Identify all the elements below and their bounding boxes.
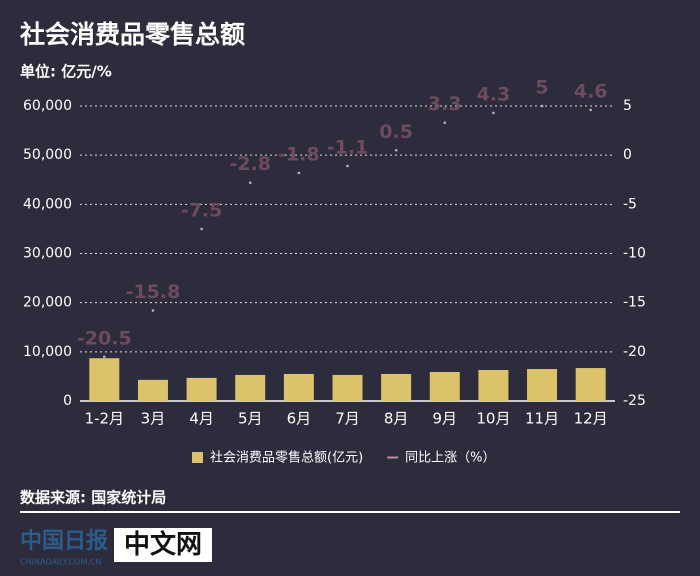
legend-label: 社会消费品零售总额(亿元) [210,450,363,466]
bar [381,373,412,401]
x-tick-label: 12月 [574,410,608,428]
x-tick-label: 4月 [189,410,214,428]
line-point [492,111,495,115]
y2-tick-label: 5 [623,98,632,114]
bar [235,374,266,401]
bar [137,379,168,401]
bar [429,371,460,401]
logo-brand: 中文网 [124,529,202,560]
bar [89,358,120,401]
line-point [443,121,447,125]
x-tick-label: 6月 [287,410,312,428]
x-tick-label: 7月 [335,410,360,428]
line-point [394,148,398,152]
data-label: -2.8 [229,153,271,175]
subtitle: 单位: 亿元/% [20,63,112,81]
x-tick-label: 11月 [525,410,559,428]
data-label: 4.6 [574,80,608,102]
y2-tick-label: -15 [623,295,646,311]
data-label: 3.3 [428,93,462,115]
line-point [103,355,106,359]
line-point [346,164,349,168]
line-point [540,104,544,108]
y2-tick-label: -5 [623,196,637,212]
data-label: -7.5 [181,199,223,221]
line-point [200,227,203,231]
y-tick-label: 50,000 [23,147,72,163]
bar [332,374,363,401]
y2-tick-label: 0 [623,147,632,163]
y-tick-label: 30,000 [23,246,72,262]
data-label: -1.8 [278,143,320,165]
bar [575,368,606,401]
data-label: -20.5 [77,327,132,349]
chart-title: 社会消费品零售总额 [20,20,245,49]
y2-tick-label: -10 [623,246,646,262]
line-point [297,171,301,175]
y-tick-label: 0 [63,393,72,409]
x-tick-label: 8月 [384,410,409,428]
x-tick-label: 10月 [476,410,510,428]
logo-en: CHINADAILY.COM.CN [20,558,101,567]
bar [283,373,314,401]
bar [527,369,558,401]
x-tick-label: 1-2月 [85,410,125,428]
legend-label: 同比上涨（%） [405,451,495,466]
data-label: 5 [535,77,548,99]
y2-tick-label: -20 [623,344,646,360]
line-point [151,309,155,312]
data-label: 4.3 [477,83,511,105]
logo-box [114,528,212,562]
y-tick-label: 20,000 [23,295,72,311]
y-tick-label: 10,000 [23,344,72,360]
legend-swatch [192,452,203,463]
data-label: -15.8 [126,281,181,303]
x-tick-label: 3月 [141,410,166,428]
y-tick-label: 40,000 [23,196,72,212]
data-label: -1.1 [327,136,369,158]
x-tick-label: 5月 [238,410,263,428]
y-tick-label: 60,000 [23,98,72,114]
line-point [589,108,592,112]
source: 数据来源: 国家统计局 [20,489,166,507]
line-point [248,181,252,184]
logo-cn: 中国日报 [20,529,108,554]
y2-tick-label: -25 [623,393,646,409]
bar [186,377,217,401]
data-label: 0.5 [379,121,413,143]
bar [478,370,509,401]
x-tick-label: 9月 [432,410,457,428]
